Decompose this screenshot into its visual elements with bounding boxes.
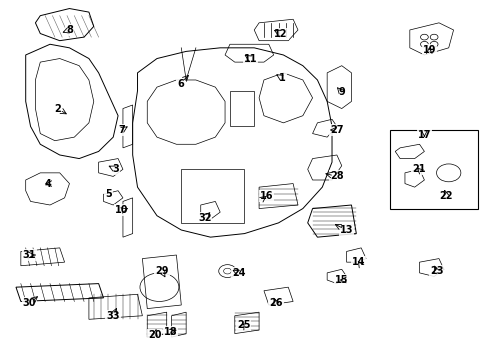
Text: 26: 26 (269, 298, 282, 308)
Text: 13: 13 (339, 225, 353, 235)
Text: 2: 2 (54, 104, 61, 113)
Text: 14: 14 (351, 257, 365, 267)
Text: 18: 18 (163, 327, 177, 337)
Text: 25: 25 (236, 320, 250, 330)
Text: 21: 21 (411, 164, 425, 174)
Text: 17: 17 (417, 130, 430, 140)
Text: 10: 10 (115, 205, 128, 215)
Bar (389, 130, 477, 208)
Text: 12: 12 (274, 28, 287, 39)
Text: 27: 27 (329, 125, 343, 135)
Text: 32: 32 (198, 212, 211, 222)
Text: 8: 8 (66, 25, 73, 35)
Text: 9: 9 (338, 87, 345, 98)
Text: 20: 20 (147, 330, 161, 341)
Text: 15: 15 (334, 275, 348, 285)
Text: 16: 16 (259, 191, 273, 201)
Text: 30: 30 (23, 298, 36, 308)
Text: 4: 4 (44, 179, 51, 189)
Text: 28: 28 (329, 171, 343, 181)
Text: 6: 6 (177, 78, 183, 89)
Text: 33: 33 (106, 311, 120, 321)
Text: 1: 1 (279, 73, 285, 83)
Text: 29: 29 (155, 266, 168, 276)
Text: 19: 19 (422, 45, 435, 55)
Text: 31: 31 (23, 250, 36, 260)
Text: 24: 24 (231, 268, 245, 278)
Text: 23: 23 (429, 266, 443, 276)
Text: 3: 3 (112, 164, 119, 174)
Text: 11: 11 (243, 54, 257, 64)
Text: 5: 5 (105, 189, 111, 199)
Text: 7: 7 (119, 125, 125, 135)
Text: 22: 22 (439, 191, 452, 201)
